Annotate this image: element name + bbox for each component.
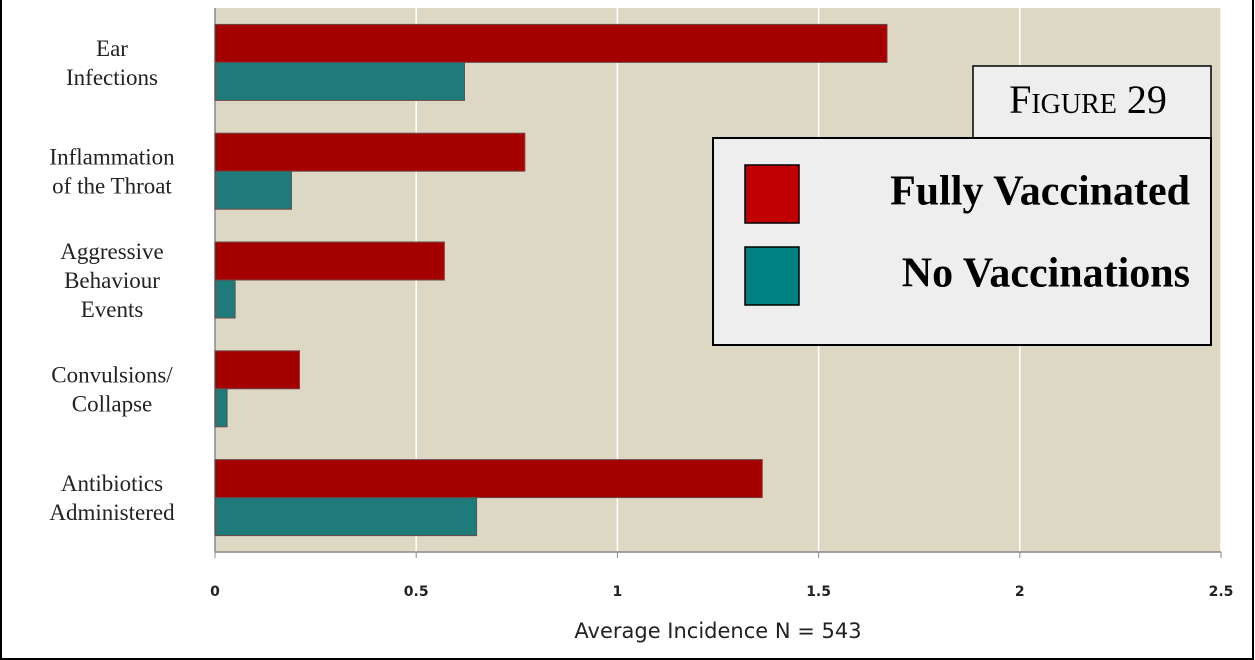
y-tick-label: Ear Infections — [66, 36, 158, 90]
figure-label: Figure 29 — [1009, 77, 1167, 122]
bar — [214, 23, 888, 63]
x-tick-label: 1 — [613, 584, 623, 600]
bar — [214, 279, 236, 319]
legend-swatch — [744, 164, 800, 224]
x-tick-label: 0 — [210, 584, 220, 600]
x-tick-label: 1.5 — [806, 584, 831, 600]
legend-label: No Vaccinations — [902, 251, 1190, 297]
bar — [214, 170, 292, 210]
x-tick-label: 0.5 — [404, 584, 429, 600]
legend-swatch — [744, 246, 800, 306]
bar — [214, 350, 301, 390]
legend-label: Fully Vaccinated — [890, 169, 1190, 215]
y-tick-label: Aggressive Behaviour Events — [60, 239, 163, 322]
bar — [214, 61, 465, 101]
bar — [214, 497, 478, 537]
bar — [214, 388, 228, 428]
x-tick-label: 2.5 — [1209, 584, 1234, 600]
y-tick-label: Convulsions/Collapse — [51, 362, 173, 416]
x-axis-title: Average Incidence N = 543 — [574, 619, 861, 643]
x-tick-label: 2 — [1015, 584, 1025, 600]
bar — [214, 459, 763, 499]
y-tick-label: Inflammation of the Throat — [49, 145, 175, 199]
bar — [214, 132, 526, 172]
y-tick-label: Antibiotics Administered — [49, 471, 175, 525]
bar — [214, 241, 445, 281]
figure-box — [972, 65, 1212, 139]
